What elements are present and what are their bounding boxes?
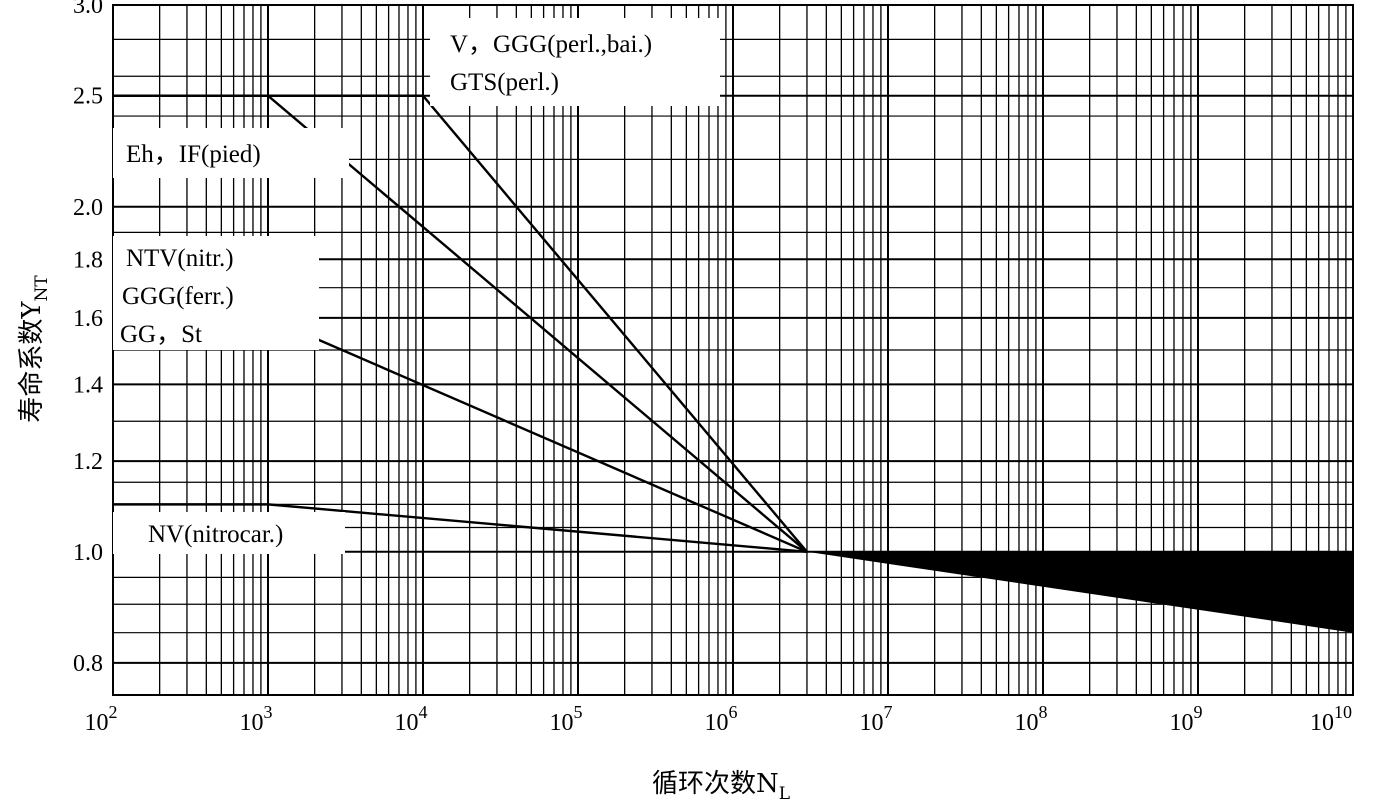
y-tick-label: 1.0 xyxy=(73,540,103,566)
y-axis-title: 寿命系数YNT xyxy=(17,275,52,423)
x-tick-label: 105 xyxy=(550,702,583,736)
y-tick-label: 2.0 xyxy=(73,195,103,221)
y-tick-label: 1.2 xyxy=(73,449,103,475)
curve-label-ggg-ferr: GGG(ferr.) xyxy=(122,283,234,310)
x-tick-label: 109 xyxy=(1170,702,1203,736)
y-tick-labels: 0.8 1.0 1.2 1.4 1.6 1.8 2.0 2.5 3.0 xyxy=(73,0,103,677)
curve-label-gg-st: GG，St xyxy=(120,321,202,348)
y-tick-label: 1.4 xyxy=(73,372,103,398)
x-tick-label: 107 xyxy=(860,702,893,736)
x-axis-title: 循环次数NL xyxy=(652,769,790,801)
y-tick-label: 2.5 xyxy=(73,84,103,110)
curve-label-eh-if: Eh，IF(pied) xyxy=(126,141,261,168)
x-tick-label: 103 xyxy=(240,702,273,736)
label-box-ntv xyxy=(113,236,319,350)
x-tick-label: 108 xyxy=(1015,702,1048,736)
y-tick-label: 1.8 xyxy=(73,247,103,273)
curve-4 xyxy=(113,503,808,554)
life-factor-band xyxy=(806,551,1353,633)
y-tick-label: 3.0 xyxy=(73,0,103,19)
curve-label-ntv: NTV(nitr.) xyxy=(126,245,234,272)
x-tick-label: 106 xyxy=(705,702,738,736)
label-box-v-ggg xyxy=(430,18,720,106)
label-box-nv xyxy=(113,512,345,554)
curve-2 xyxy=(113,94,808,553)
x-tick-label: 102 xyxy=(85,702,118,736)
x-tick-labels: 102 103 104 105 106 107 108 109 1010 xyxy=(85,702,1353,736)
curve-label-v-ggg: V，GGG(perl.,bai.) xyxy=(450,31,652,58)
x-tick-label: 104 xyxy=(395,702,428,736)
curve-label-nv: NV(nitrocar.) xyxy=(148,521,283,548)
label-box-eh-if xyxy=(113,128,349,178)
x-tick-label: 1010 xyxy=(1310,702,1352,736)
y-tick-label: 1.6 xyxy=(73,306,103,332)
y-tick-label: 0.8 xyxy=(73,651,103,677)
curve-label-gts: GTS(perl.) xyxy=(450,69,559,96)
